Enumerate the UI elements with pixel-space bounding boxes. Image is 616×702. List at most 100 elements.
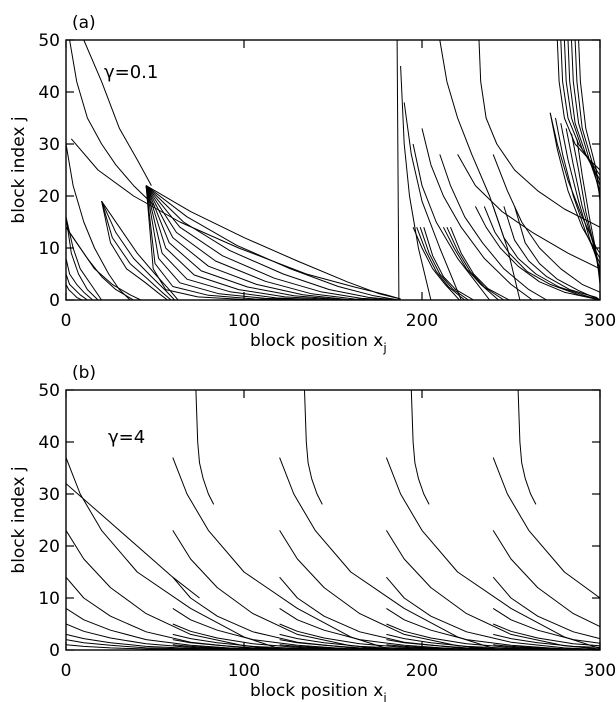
panel-a-block-trajectory-61 [446,226,505,300]
panel-b-block-trajectory-41 [493,623,600,647]
panel-b-block-trajectory-6 [66,639,303,650]
panel-a-block-trajectory-59 [423,227,474,300]
panel-a: 0 100 200 300 0 10 20 30 40 50 (a) γ=0.1 block po… [9,13,616,355]
panel-b-block-trajectory-8 [195,390,215,505]
panel-a-block-trajectory-53 [492,206,600,300]
panel-a-block-trajectory-18 [101,200,179,300]
panel-a-block-trajectory-11 [145,185,383,300]
panel-b-block-trajectory-36 [517,390,537,505]
panel-b-block-trajectory-30 [386,576,600,650]
panel-a-block-trajectory-51 [474,206,600,300]
panel-b-block-trajectory-2 [66,576,294,650]
panel-a-block-trajectory-3 [145,185,398,300]
panel-a-block-trajectory-62 [450,227,510,300]
panel-a-block-trajectory-7 [145,185,391,300]
panel-a-ytick-label-1: 10 [38,239,60,259]
panel-b-block-trajectory-35 [386,644,600,650]
panel-a-block-trajectory-23 [66,216,99,300]
panel-a-ytick-label-5: 50 [38,31,60,51]
panel-a-block-trajectory-58 [419,227,469,300]
panel-a-block-trajectory-34 [457,154,600,270]
panel-a-block-trajectory-10 [145,185,385,300]
panel-b-block-trajectory-0 [66,457,284,650]
panel-b-block-trajectory-19 [279,457,499,650]
panel-b-block-trajectory-17 [172,644,414,650]
panel-b-ytick-label-2: 20 [38,537,60,557]
panel-b-ticks: 0 100 200 300 0 10 20 30 40 50 [38,381,616,681]
panel-a-block-trajectory-21 [101,201,168,300]
panel-a-block-trajectory-24 [66,258,94,300]
panel-b-block-trajectory-18 [304,390,323,505]
panel-b-block-trajectory-40 [492,607,600,644]
panel-a-block-trajectory-0 [70,138,401,300]
panel-b-ytick-label-1: 10 [38,589,60,609]
panel-a-block-trajectory-26 [66,284,83,300]
panel-b-block-trajectory-16 [172,639,412,650]
panel-a-block-trajectory-27 [396,40,400,300]
panel-a-ylabel: block index j [9,116,29,223]
panel-a-curves [66,40,600,300]
panel-b-block-trajectory-20 [279,530,504,650]
panel-b-block-trajectory-38 [492,530,600,628]
panel-a-xtick-label-2: 200 [406,311,438,331]
panel-a-ytick-label-2: 20 [38,187,60,207]
panel-a-ticks: 0 100 200 300 0 10 20 30 40 50 [38,31,616,331]
panel-a-block-trajectory-6 [145,185,392,300]
panel-b-gamma-annotation: γ=4 [108,427,145,448]
panel-b-curves [66,390,600,650]
panel-a-block-trajectory-22 [66,216,103,300]
panel-a-block-trajectory-14 [69,40,156,207]
panel-b-block-trajectory-11 [172,530,398,650]
panel-a-xlabel-sub: j [382,341,386,355]
panel-a-block-trajectory-2 [145,185,399,300]
panel-a-block-trajectory-42 [574,40,600,197]
panel-b-xtick-label-2: 200 [406,661,438,681]
panel-b-xlabel: block position xi [250,681,387,702]
panel-b-block-trajectory-7 [66,644,305,650]
panel-a-block-trajectory-52 [483,206,600,300]
panel-a-block-trajectory-38 [560,40,600,176]
panel-a-block-trajectory-39 [563,40,600,181]
panel-b: 0 100 200 300 0 10 20 30 40 50 (b) γ=4 block posi… [9,363,616,702]
panel-a-block-trajectory-57 [416,227,466,300]
panel-a-ytick-label-0: 0 [49,291,60,311]
panel-b-block-trajectory-28 [385,457,600,649]
panel-a-label: (a) [72,13,96,33]
panel-a-block-trajectory-41 [571,40,600,191]
panel-b-xtick-label-1: 100 [228,661,260,681]
panel-a-block-trajectory-12 [145,185,382,300]
panel-a-block-trajectory-36 [492,154,600,293]
panel-b-label: (b) [72,363,96,383]
panel-a-gamma-annotation: γ=0.1 [104,62,158,83]
panel-a-xtick-label-3: 300 [584,311,616,331]
panel-b-xlabel-main: block position x [250,681,383,701]
panel-b-block-trajectory-42 [493,633,600,648]
panel-a-block-trajectory-28 [400,65,432,300]
panel-b-xtick-label-3: 300 [584,661,616,681]
panel-a-block-trajectory-46 [555,117,600,264]
panel-b-xtick-label-0: 0 [61,661,72,681]
panel-b-block-trajectory-21 [279,576,510,650]
panel-a-block-trajectory-17 [66,226,142,300]
panel-a-block-trajectory-8 [145,185,389,300]
panel-b-block-trajectory-27 [410,390,430,505]
panel-b-block-trajectory-39 [492,576,600,640]
panel-a-block-trajectory-25 [66,273,88,300]
panel-a-block-trajectory-5 [145,185,394,300]
panel-a-block-trajectory-31 [439,40,521,300]
panel-b-ytick-label-5: 50 [38,381,60,401]
panel-a-block-trajectory-49 [571,133,600,280]
panel-a-block-trajectory-32 [421,128,533,300]
panel-b-block-trajectory-43 [493,644,600,650]
panel-a-block-trajectory-33 [439,154,547,300]
panel-a-block-trajectory-13 [83,40,152,186]
panel-b-ytick-label-3: 30 [38,485,60,505]
panel-a-block-trajectory-55 [514,206,600,300]
panel-a-block-trajectory-56 [412,227,460,300]
panel-a-block-trajectory-29 [403,102,462,300]
panel-a-xtick-label-1: 100 [228,311,260,331]
panel-a-block-trajectory-30 [412,143,490,300]
panel-b-block-trajectory-9 [66,483,200,599]
panel-a-xlabel-main: block position x [250,331,383,351]
panel-a-block-trajectory-35 [478,40,600,228]
